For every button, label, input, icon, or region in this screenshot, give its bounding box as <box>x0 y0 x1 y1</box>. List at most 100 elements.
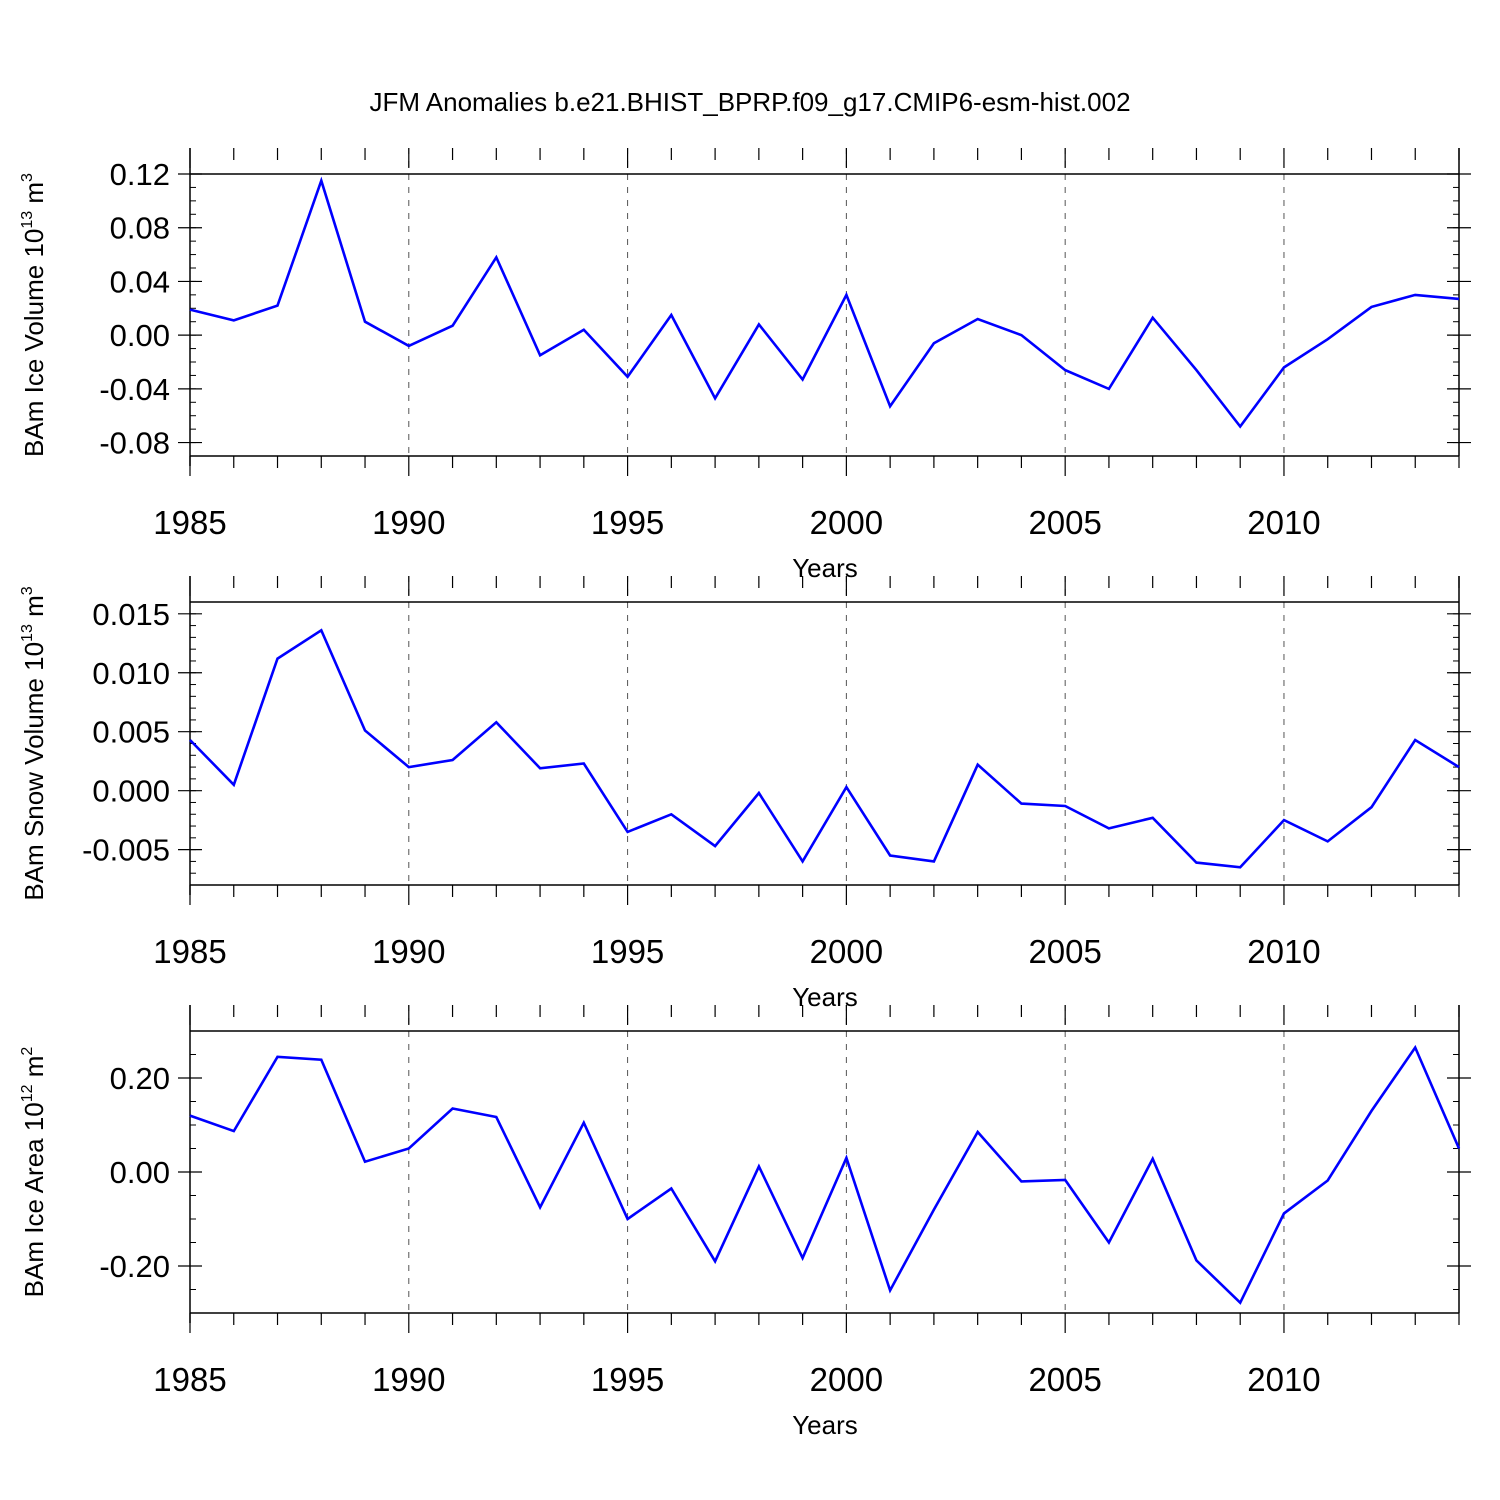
panel-3-data-point <box>932 1208 936 1212</box>
panel-1-data-point <box>1457 297 1461 301</box>
panel-2-data-point <box>1326 839 1330 843</box>
panel-1-ytick-label: 0.12 <box>110 157 170 192</box>
panel-1-ytick-label: 0.00 <box>110 318 170 353</box>
panel-2-data-point <box>1282 818 1286 822</box>
panel-3-data-point <box>626 1217 630 1221</box>
panel-3-ytick-label: 0.20 <box>110 1061 170 1096</box>
panel-3-ytick-label: -0.20 <box>99 1249 170 1284</box>
figure-title: JFM Anomalies b.e21.BHIST_BPRP.f09_g17.C… <box>369 87 1130 117</box>
panel-3-data-point <box>188 1114 192 1118</box>
panel-2-data-point <box>363 729 367 733</box>
panel-3-data-point <box>232 1129 236 1133</box>
panel-1-data-point <box>188 308 192 312</box>
panel-1-xtick-label: 2000 <box>810 504 883 541</box>
panel-3-data-point <box>1457 1147 1461 1151</box>
panel-1-xtick-label: 1990 <box>372 504 445 541</box>
panel-3-xtick-label: 2005 <box>1028 1361 1101 1398</box>
panel-3-xtick-label: 1985 <box>153 1361 226 1398</box>
panel-2-data-point <box>232 783 236 787</box>
panel-2-data-point <box>713 844 717 848</box>
panel-3-data-point <box>801 1256 805 1260</box>
panel-2-ytick-label: 0.005 <box>92 715 170 750</box>
panel-2-data-point <box>1369 805 1373 809</box>
panel-2-data-point <box>494 720 498 724</box>
panel-1-data-point <box>713 396 717 400</box>
panel-1-xtick-label: 1985 <box>153 504 226 541</box>
panel-2-data-point <box>976 763 980 767</box>
panel-1-data-point <box>1369 305 1373 309</box>
panel-1-data-point <box>1151 316 1155 320</box>
panel-3-data-point <box>844 1156 848 1160</box>
panel-2-data-point <box>801 859 805 863</box>
panel-1-ytick-label: -0.08 <box>99 426 170 461</box>
panel-2-data-point <box>1194 861 1198 865</box>
panel-1-xtick-label: 2010 <box>1247 504 1320 541</box>
panel-2-data-point <box>188 738 192 742</box>
panel-2-data-point <box>844 785 848 789</box>
panel-3-data-point <box>1238 1301 1242 1305</box>
panel-2-ytick-label: 0.010 <box>92 656 170 691</box>
panel-3-data-point <box>1369 1109 1373 1113</box>
panel-1-data-point <box>888 404 892 408</box>
panel-1-data-point <box>1194 368 1198 372</box>
panel-3-data-point <box>451 1107 455 1111</box>
panel-2-data-point <box>407 765 411 769</box>
panel-3-data-point <box>538 1205 542 1209</box>
panel-1-xtick-label: 2005 <box>1028 504 1101 541</box>
panel-3-data-point <box>1063 1178 1067 1182</box>
panel-3-data-point <box>319 1058 323 1062</box>
panel-3-data-point <box>1151 1157 1155 1161</box>
panel-2-data-point <box>319 628 323 632</box>
panel-1-y-axis-title: BAm Ice Volume 1013 m3 <box>19 173 49 457</box>
panel-3-ytick-label: 0.00 <box>110 1155 170 1190</box>
panel-2-xtick-label: 1995 <box>591 933 664 970</box>
panel-1-data-point <box>407 344 411 348</box>
panel-1-xtick-label: 1995 <box>591 504 664 541</box>
panel-2-y-axis-title: BAm Snow Volume 1013 m3 <box>19 586 49 900</box>
panel-3-xtick-label: 2010 <box>1247 1361 1320 1398</box>
panel-1-data-point <box>582 328 586 332</box>
panel-2-data-point <box>1413 738 1417 742</box>
panel-3-data-point <box>276 1055 280 1059</box>
panel-3-data-point <box>494 1115 498 1119</box>
panel-3-data-point <box>976 1130 980 1134</box>
panel-1-data-point <box>1413 293 1417 297</box>
panel-3-data-point <box>363 1160 367 1164</box>
panel-2-data-point <box>932 859 936 863</box>
panel-2-data-point <box>451 758 455 762</box>
panel-1-data-point <box>1326 337 1330 341</box>
panel-1-data-point <box>494 255 498 259</box>
panel-1-data-point <box>1282 365 1286 369</box>
panel-1-data-point <box>1238 424 1242 428</box>
panel-3-data-point <box>757 1164 761 1168</box>
panel-1-data-point <box>976 317 980 321</box>
panel-2-data-point <box>757 791 761 795</box>
panel-2-data-point <box>276 657 280 661</box>
panel-2-xtick-label: 1985 <box>153 933 226 970</box>
panel-2-data-point <box>1063 804 1067 808</box>
panel-2-data-point <box>669 812 673 816</box>
panel-3-data-point <box>1194 1258 1198 1262</box>
panel-3-xtick-label: 1995 <box>591 1361 664 1398</box>
panel-3-y-axis-title: BAm Ice Area 1012 m2 <box>19 1047 49 1298</box>
panel-3-data-point <box>669 1186 673 1190</box>
panel-1-data-point <box>363 320 367 324</box>
panel-3-x-axis-title: Years <box>792 1410 858 1440</box>
panel-1-data-point <box>319 179 323 183</box>
panel-1-data-point <box>801 377 805 381</box>
panel-3: -0.20 0.00 0.20 1985 1990 1995 2000 2005 2010 Yea… <box>19 1005 1471 1440</box>
panel-3-data-point <box>1107 1241 1111 1245</box>
panel-2-xtick-label: 2005 <box>1028 933 1101 970</box>
panel-2-data-point <box>582 762 586 766</box>
panel-2-ytick-label: 0.000 <box>92 774 170 809</box>
panel-1-data-point <box>1107 387 1111 391</box>
panel-1-series-line <box>189 176 1460 429</box>
panel-2-data-point <box>888 854 892 858</box>
panel-1-data-point <box>276 304 280 308</box>
panel-1-data-point <box>538 353 542 357</box>
panel-2: -0.005 0.000 0.005 0.010 0.015 1985 1990 1995 20… <box>19 576 1471 1012</box>
panel-1-ytick-label: 0.04 <box>110 264 170 299</box>
panel-2-xtick-label: 1990 <box>372 933 445 970</box>
panel-2-xtick-label: 2010 <box>1247 933 1320 970</box>
